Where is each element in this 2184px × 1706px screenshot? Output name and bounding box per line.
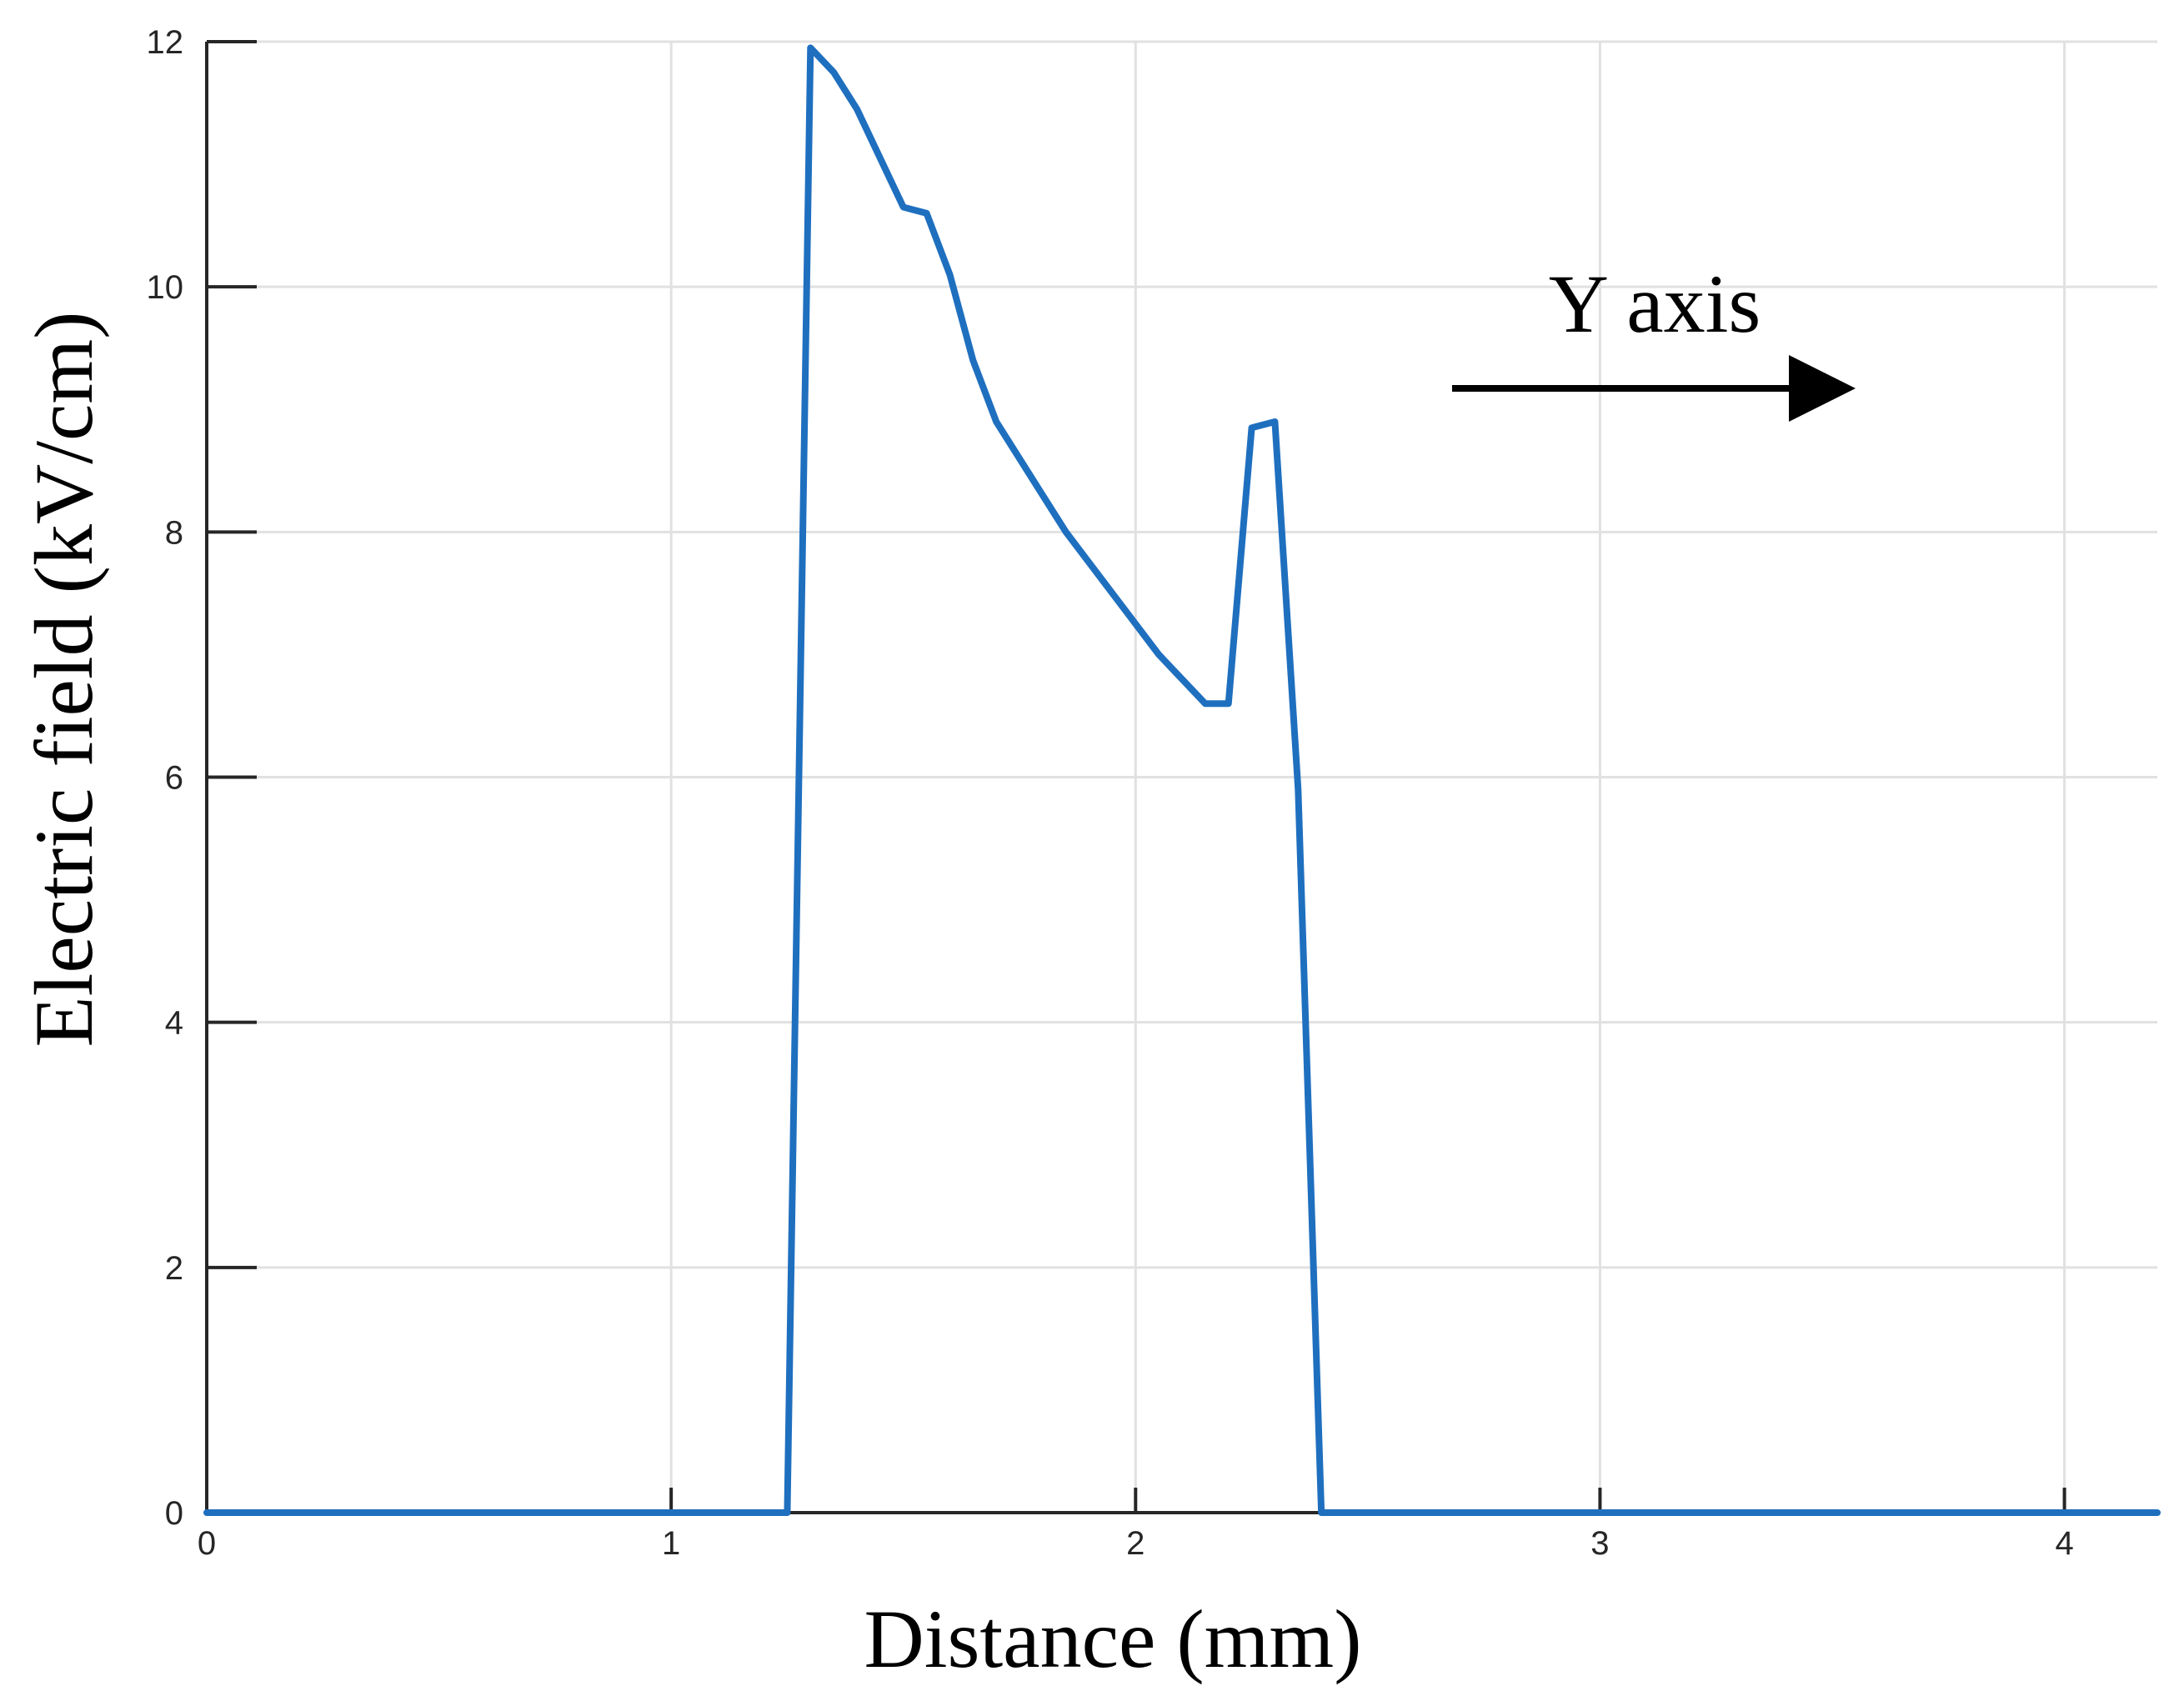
y-tick-label: 8 [165, 514, 183, 551]
grid-lines [207, 40, 2157, 1513]
y-axis-annotation-text: Y axis [1549, 258, 1761, 350]
x-tick-label: 1 [662, 1525, 680, 1562]
y-tick-label: 12 [147, 24, 184, 61]
series-line [203, 44, 2161, 1516]
x-tick-label: 0 [198, 1525, 216, 1562]
y-tick-label: 0 [165, 1495, 183, 1532]
y-tick-label: 2 [165, 1250, 183, 1287]
y-axis-label: Electric field (kV/cm) [18, 312, 110, 1048]
series-layer [203, 44, 2161, 1516]
y-tick-label: 10 [147, 269, 184, 306]
y-tick-label: 6 [165, 760, 183, 797]
x-tick-label: 3 [1590, 1525, 1609, 1562]
y-tick-label: 4 [165, 1005, 183, 1042]
x-axis-label: Distance (mm) [864, 1593, 1361, 1685]
x-tick-label: 2 [1126, 1525, 1145, 1562]
x-tick-label: 4 [2055, 1525, 2073, 1562]
